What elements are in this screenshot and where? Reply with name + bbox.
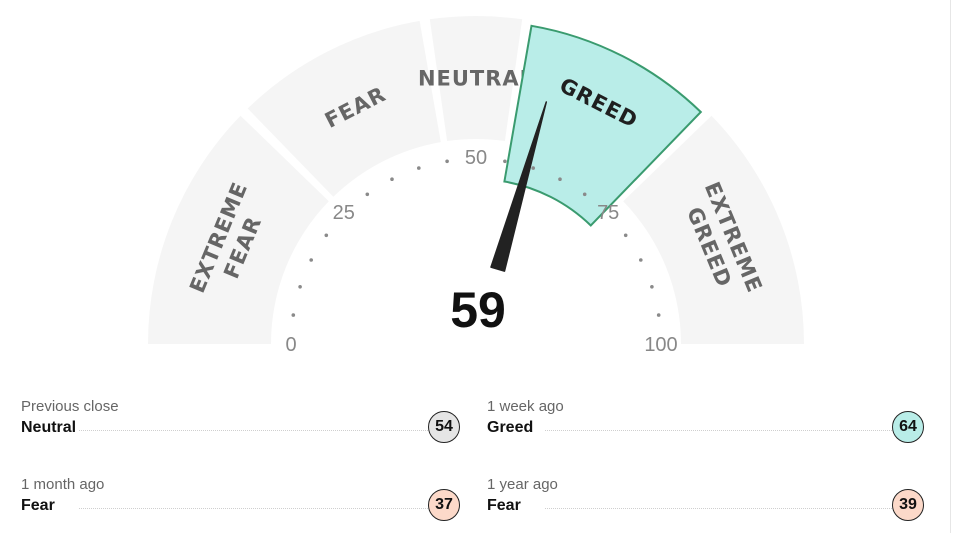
tick-dot	[291, 313, 296, 317]
tick-dot	[558, 177, 562, 181]
tick-label-75: 75	[597, 202, 619, 224]
history-score-badge: 54	[428, 411, 460, 443]
tick-dot	[390, 177, 394, 181]
history-caption: Previous close	[21, 398, 119, 415]
history-item: 1 month ago Fear 37	[21, 476, 464, 536]
history-score-badge: 37	[428, 489, 460, 521]
tick-dot	[324, 233, 329, 238]
history-rating: Fear	[21, 497, 55, 514]
score-circle	[412, 280, 540, 360]
tick-dot	[309, 258, 314, 262]
segment-shape-greed	[503, 24, 703, 227]
history-dotted-leader	[79, 508, 428, 509]
gauge-segment-neutral: NEUTRAL	[418, 16, 534, 142]
tick-label-50: 50	[465, 147, 487, 169]
history-item: 1 year ago Fear 39	[487, 476, 928, 536]
tick-dot	[639, 258, 643, 262]
history-item: 1 week ago Greed 64	[487, 398, 928, 458]
gauge-needle	[490, 101, 548, 272]
history-caption: 1 year ago	[487, 476, 558, 493]
segment-label-line: NEUTRAL	[418, 67, 534, 91]
history-dotted-leader	[545, 508, 892, 509]
tick-dot	[623, 233, 628, 238]
tick-dot	[503, 159, 507, 164]
history-caption: 1 month ago	[21, 476, 105, 493]
history-item: Previous close Neutral 54	[21, 398, 464, 458]
tick-dot	[656, 313, 661, 317]
history-dotted-leader	[79, 430, 428, 431]
segment-label-neutral: NEUTRAL	[418, 67, 534, 91]
tick-dot	[298, 285, 302, 289]
tick-dot	[365, 192, 370, 197]
history-caption: 1 week ago	[487, 398, 564, 415]
tick-dot	[582, 192, 587, 197]
gauge-segment-extreme-greed: EXTREMEGREED	[623, 115, 804, 344]
gauge-segment-extreme-fear: EXTREMEFEAR	[148, 115, 329, 344]
history-rating: Fear	[487, 497, 521, 514]
history-dotted-leader	[545, 430, 892, 431]
segment-shape-neutral	[429, 16, 523, 142]
history-rating: Neutral	[21, 419, 77, 436]
tick-dot	[445, 159, 449, 164]
score-value: 59	[450, 282, 506, 338]
segment-shape-extreme-greed	[623, 115, 804, 344]
tick-label-0: 0	[285, 334, 296, 356]
gauge-segment-fear: FEAR	[247, 20, 441, 197]
tick-dot	[531, 166, 535, 170]
history-rating: Greed	[487, 419, 534, 436]
tick-label-25: 25	[333, 202, 355, 224]
segment-shape-extreme-fear	[148, 115, 329, 344]
history-score-badge: 64	[892, 411, 924, 443]
tick-dot	[650, 285, 654, 289]
tick-label-100: 100	[644, 334, 677, 356]
page-edge-divider	[950, 0, 951, 533]
segment-shape-fear	[247, 20, 441, 197]
history-score-badge: 39	[892, 489, 924, 521]
tick-dot	[417, 166, 421, 170]
gauge-segment-greed: GREED	[503, 24, 703, 227]
